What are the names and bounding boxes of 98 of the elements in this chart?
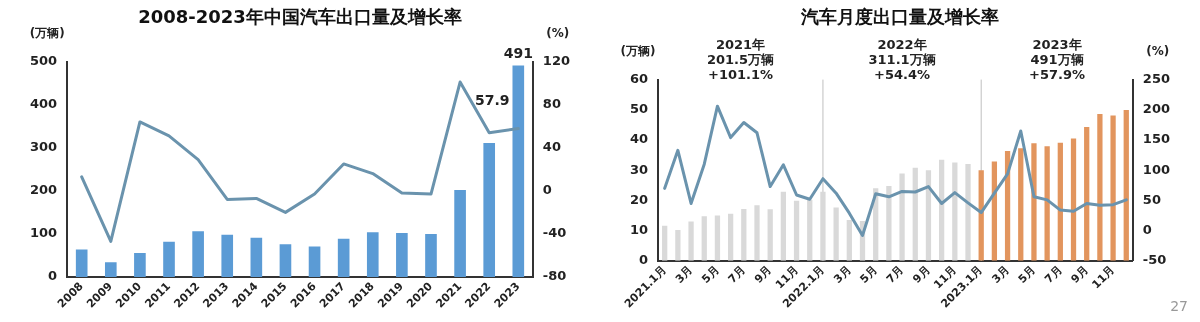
y-tick-label: 0	[639, 252, 649, 268]
bar	[1018, 148, 1024, 261]
bar	[886, 185, 892, 261]
bar	[1097, 114, 1103, 261]
y-tick-label: 400	[30, 96, 58, 112]
bar	[793, 200, 800, 261]
text: 27	[1170, 297, 1188, 314]
data-label: 491	[503, 45, 533, 62]
y2-tick-label: 200	[1142, 101, 1170, 117]
x-tick-label: 7月	[725, 263, 748, 286]
bar	[714, 215, 721, 261]
y2-tick-label: 50	[1142, 191, 1161, 207]
x-tick-label: 5月	[699, 263, 722, 286]
bar	[454, 189, 466, 278]
bar	[308, 246, 321, 278]
annotation: 2021年 201.5万辆 +101.1%	[706, 37, 775, 83]
y-tick-label: 500	[30, 52, 58, 68]
y-axis-title: (万辆)	[620, 43, 656, 58]
y2-tick-label: -40	[542, 225, 567, 241]
y-axis-title: (万辆)	[29, 25, 65, 40]
y2-tick-label: 0	[542, 182, 552, 198]
bar	[833, 207, 839, 261]
x-tick-label: 3月	[831, 263, 854, 286]
y2-tick-label: 150	[1142, 131, 1170, 147]
x-tick-label: 11月	[1089, 263, 1118, 292]
bar	[337, 238, 350, 278]
bar	[820, 191, 826, 261]
bar	[754, 205, 760, 261]
x-tick-label: 7月	[1042, 263, 1065, 286]
y2-tick-label: 100	[1142, 161, 1170, 177]
bar	[1070, 138, 1077, 261]
bar	[662, 225, 668, 261]
bar	[1031, 143, 1037, 261]
x-tick-label: 3月	[989, 263, 1012, 286]
bar	[163, 241, 175, 278]
bar	[104, 262, 117, 278]
bar	[250, 237, 263, 278]
bar	[965, 163, 971, 261]
y-tick-label: 300	[30, 139, 58, 155]
bar	[366, 232, 379, 278]
bar	[1057, 142, 1063, 261]
x-tick-label: 9月	[751, 263, 775, 286]
bar	[1110, 115, 1116, 261]
bar	[75, 249, 88, 278]
y-tick-label: 30	[630, 161, 649, 177]
x-tick-label: 3月	[672, 263, 696, 286]
bar	[688, 221, 694, 261]
data-label: 57.9	[475, 92, 510, 109]
bar	[675, 230, 681, 261]
bar	[192, 231, 204, 278]
y2-axis-title: (%)	[546, 25, 570, 40]
x-tick-label: 5月	[857, 263, 880, 286]
x-tick-label: 9月	[1068, 263, 1091, 286]
bar	[1044, 146, 1050, 261]
x-tick-label: 7月	[883, 263, 907, 286]
annotation: 2023年 491万辆 +57.9%	[1029, 37, 1086, 83]
bar	[1123, 110, 1129, 261]
bar	[952, 162, 958, 261]
bar	[912, 167, 918, 261]
y-tick-label: 40	[630, 131, 649, 147]
bar	[741, 208, 747, 261]
y2-tick-label: 250	[1142, 70, 1170, 86]
y-tick-label: 10	[630, 222, 649, 238]
y-tick-label: 200	[30, 182, 58, 198]
bar	[483, 143, 496, 278]
chart-title: 汽车月度出口量及增长率	[800, 6, 999, 28]
bar	[1084, 127, 1090, 261]
x-tick-label: 5月	[1015, 263, 1039, 286]
y-tick-label: 0	[48, 268, 58, 284]
y2-tick-label: 40	[542, 139, 561, 155]
bar	[425, 233, 437, 278]
y2-tick-label: 120	[542, 52, 570, 68]
bar	[279, 244, 292, 278]
y-tick-label: 50	[630, 101, 649, 117]
bar	[767, 209, 773, 261]
y2-tick-label: 80	[542, 96, 561, 112]
bar	[939, 159, 945, 261]
x-tick-label: 9月	[910, 263, 933, 286]
y2-tick-label: 0	[1142, 222, 1152, 238]
y2-tick-label: -80	[542, 268, 567, 284]
annotation: 2022年 311.1万辆 +54.4%	[868, 37, 936, 83]
y-tick-label: 20	[630, 191, 649, 207]
bar	[807, 199, 813, 261]
bar	[701, 216, 707, 261]
bar	[925, 170, 932, 261]
y-tick-label: 100	[30, 225, 58, 241]
chart-title: 2008-2023年中国汽车出口量及增长率	[138, 6, 462, 28]
bar	[134, 252, 146, 278]
y2-tick-label: -50	[1142, 252, 1167, 268]
bar	[221, 234, 234, 278]
bar	[512, 65, 525, 278]
bar	[396, 233, 408, 278]
bar	[780, 191, 787, 261]
bar	[727, 213, 734, 261]
y-tick-label: 60	[630, 70, 649, 86]
bar	[899, 173, 905, 261]
bar	[846, 220, 852, 261]
y2-axis-title: (%)	[1146, 43, 1170, 58]
